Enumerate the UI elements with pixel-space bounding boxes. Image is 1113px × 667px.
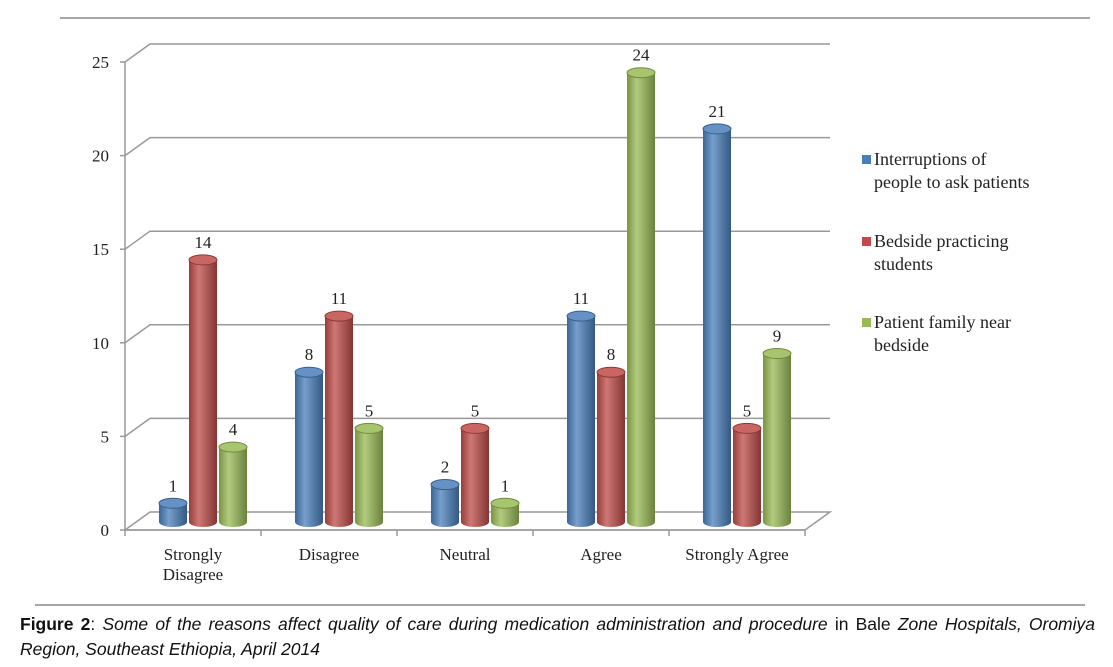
legend-swatch <box>862 155 871 164</box>
data-label: 1 <box>501 476 510 495</box>
y-tick-label: 0 <box>101 521 110 540</box>
legend-label: Patient family near <box>874 312 1011 332</box>
bar-top <box>158 497 188 509</box>
bar-body <box>491 503 519 527</box>
bar <box>626 67 656 527</box>
gridline <box>124 43 830 63</box>
x-tick-label: Strongly <box>164 545 223 564</box>
legend-swatch <box>862 318 871 327</box>
bar-top <box>626 67 656 79</box>
bar-body <box>431 484 459 527</box>
y-tick-label: 25 <box>92 53 109 72</box>
bar-body <box>219 447 247 527</box>
data-label: 8 <box>305 345 314 364</box>
legend-label: students <box>874 254 933 274</box>
legend-label: Interruptions of <box>874 149 986 169</box>
caption-normal: in Bale <box>827 614 898 634</box>
bar <box>702 123 732 527</box>
bar-top <box>294 366 324 378</box>
x-tick-label: Strongly Agree <box>685 545 788 564</box>
bar-body <box>295 372 323 527</box>
caption-italic-2: Zone Hospitals, Oromiya Region, Southeas… <box>20 614 1096 659</box>
bar-body <box>597 372 625 527</box>
figure-caption: Figure 2: Some of the reasons affect qua… <box>20 612 1095 662</box>
data-label: 8 <box>607 345 616 364</box>
bar-body <box>159 503 187 527</box>
bar <box>294 366 324 527</box>
gridline <box>124 136 830 157</box>
bar-top <box>566 310 596 322</box>
bar-body <box>461 428 489 527</box>
gridline <box>124 230 830 250</box>
y-tick-label: 15 <box>92 240 109 259</box>
bar <box>596 366 626 527</box>
bar-chart: 05101520251144StronglyDisagree8115Disagr… <box>92 43 1029 584</box>
bar-top <box>354 422 384 434</box>
bar-body <box>567 316 595 527</box>
bar-top <box>732 422 762 434</box>
gridline <box>124 324 830 344</box>
bar-body <box>189 259 217 527</box>
bar-top <box>596 366 626 378</box>
data-label: 5 <box>471 401 480 420</box>
bar <box>566 310 596 527</box>
top-rule <box>60 17 1090 19</box>
legend-label: people to ask patients <box>874 172 1029 192</box>
y-tick-label: 20 <box>92 147 109 166</box>
bar-body <box>355 428 383 527</box>
data-label: 5 <box>743 401 752 420</box>
bar-top <box>430 479 460 491</box>
bar <box>158 497 188 527</box>
bar-top <box>188 254 218 266</box>
bar-body <box>325 316 353 527</box>
legend-label: Bedside practicing <box>874 231 1008 251</box>
data-label: 2 <box>441 458 450 477</box>
bar <box>354 422 384 527</box>
x-tick-label: Agree <box>580 545 622 564</box>
x-tick-label: Disagree <box>299 545 359 564</box>
bar <box>732 422 762 527</box>
bar <box>490 497 520 527</box>
data-label: 5 <box>365 401 374 420</box>
bar <box>430 479 460 527</box>
data-label: 11 <box>331 289 347 308</box>
caption-italic-1: Some of the reasons affect quality of ca… <box>102 614 828 634</box>
bar-top <box>460 422 490 434</box>
y-tick-label: 5 <box>101 427 110 446</box>
bar-top <box>324 310 354 322</box>
data-label: 1 <box>169 476 178 495</box>
legend-swatch <box>862 237 871 246</box>
x-tick-label: Disagree <box>163 565 223 584</box>
caption-label: Figure 2 <box>20 614 91 634</box>
bar <box>460 422 490 527</box>
data-label: 14 <box>195 233 213 252</box>
legend-label: bedside <box>874 335 929 355</box>
data-label: 21 <box>709 102 726 121</box>
data-label: 11 <box>573 289 589 308</box>
bar-top <box>762 348 792 360</box>
caption-sep: : <box>90 614 103 634</box>
data-label: 24 <box>633 46 651 65</box>
bar <box>762 348 792 527</box>
data-label: 4 <box>229 420 238 439</box>
y-tick-label: 10 <box>92 334 109 353</box>
bar-body <box>763 353 791 527</box>
bar-top <box>490 497 520 509</box>
bar-top <box>702 123 732 135</box>
bar-body <box>733 428 761 527</box>
bar-top <box>218 441 248 453</box>
bottom-rule <box>35 604 1085 606</box>
x-tick-label: Neutral <box>440 545 491 564</box>
bar <box>218 441 248 527</box>
bar <box>324 310 354 527</box>
bar-body <box>627 72 655 527</box>
data-label: 9 <box>773 327 782 346</box>
bar-body <box>703 128 731 527</box>
bar <box>188 254 218 527</box>
